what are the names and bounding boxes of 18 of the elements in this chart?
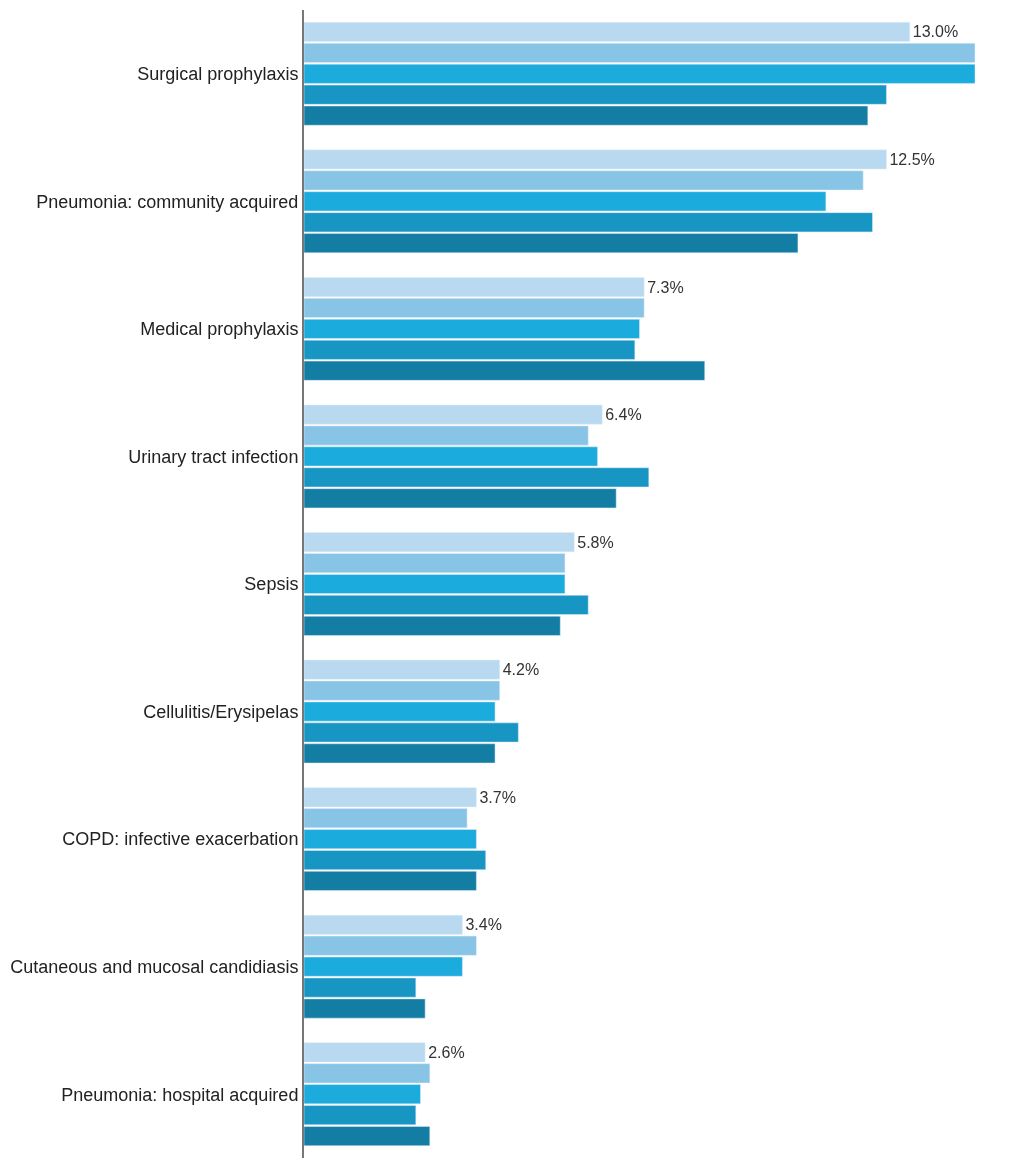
y-tick-label: Cellulitis/Erysipelas <box>143 701 299 722</box>
data-label: 12.5% <box>889 150 935 168</box>
y-tick-label: Pneumonia: community acquired <box>36 191 299 212</box>
data-label: 2.6% <box>428 1043 465 1061</box>
data-label: 5.8% <box>577 533 614 551</box>
data-label: 4.2% <box>502 661 540 679</box>
y-tick-label: Surgical prophylaxis <box>137 64 299 85</box>
y-tick-label: COPD: infective exacerbation <box>62 829 299 850</box>
y-tick-label: Sepsis <box>244 574 299 595</box>
y-tick-label: Urinary tract infection <box>128 446 299 467</box>
data-label: 3.7% <box>479 788 516 806</box>
data-label: 7.3% <box>647 278 684 296</box>
data-label: 6.4% <box>605 406 642 424</box>
data-label: 13.0% <box>912 23 959 41</box>
y-tick-label: Medical prophylaxis <box>140 319 299 340</box>
y-tick-label: Cutaneous and mucosal candidiasis <box>10 956 299 977</box>
y-tick-label: Pneumonia: hospital acquired <box>61 1084 299 1105</box>
data-label: 3.4% <box>465 916 502 934</box>
